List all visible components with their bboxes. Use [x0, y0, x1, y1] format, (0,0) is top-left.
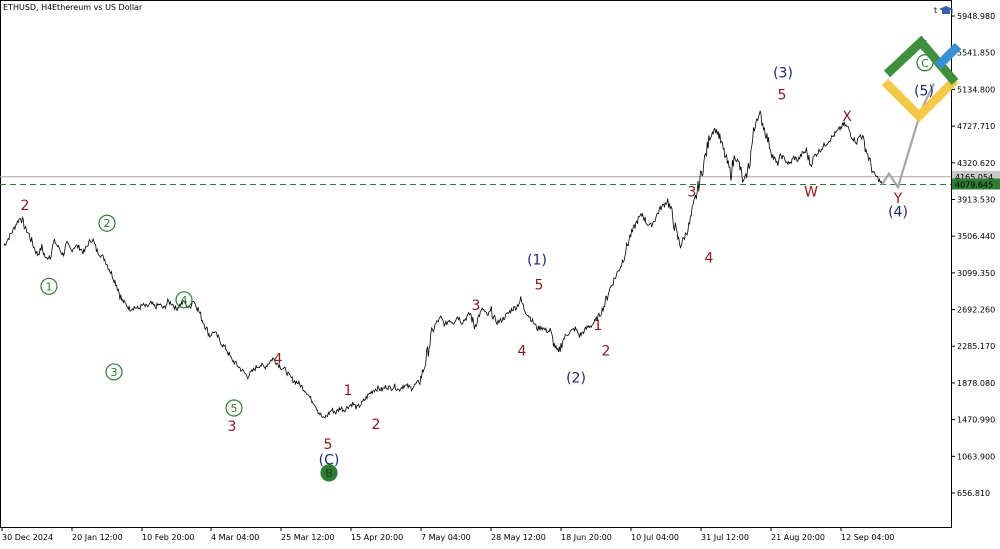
- y-tick-label: 4727.710: [957, 122, 995, 131]
- brand-logo: [881, 35, 962, 123]
- x-tick-label: 7 May 04:00: [421, 533, 471, 542]
- wave-label-ring: [98, 214, 116, 232]
- x-tick-label: 28 May 12:00: [491, 533, 546, 542]
- wave-label: (2): [566, 370, 586, 386]
- y-tick-label: 5948.980: [957, 12, 995, 21]
- wave-label-ring: [225, 399, 243, 417]
- wave-label: 3: [111, 366, 118, 379]
- x-tick-label: 18 Jun 20:00: [561, 533, 612, 542]
- x-tick-label: 4 Mar 04:00: [211, 533, 259, 542]
- mortarboard-icon[interactable]: [939, 6, 953, 14]
- wave-label: Y: [893, 191, 903, 207]
- wave-label: 2: [372, 417, 381, 433]
- x-tick-label: 10 Jul 04:00: [631, 533, 679, 542]
- wave-label: C: [921, 57, 929, 70]
- forecast-line: [881, 83, 935, 190]
- y-tick-label: 656.810: [957, 489, 990, 498]
- y-tick-label: 1878.080: [957, 379, 995, 388]
- x-tick-label: 21 Aug 20:00: [771, 533, 825, 542]
- wave-label: B: [325, 467, 333, 480]
- x-tick-label: 20 Jan 12:00: [72, 533, 123, 542]
- wave-label: 3: [228, 419, 237, 435]
- wave-label: 4: [705, 250, 714, 266]
- wave-label: 3: [688, 185, 697, 201]
- y-tick-label: 3913.530: [957, 195, 995, 204]
- wave-label: 4: [274, 351, 283, 367]
- wave-label: X: [842, 109, 852, 125]
- y-tick-label: 4320.620: [957, 159, 995, 168]
- wave-label: 5: [231, 402, 238, 415]
- wave-label: 2: [21, 198, 30, 214]
- wave-label: 1: [344, 383, 353, 399]
- current-price-label: 4079.645: [955, 180, 993, 189]
- price-line: [3, 110, 883, 419]
- wave-label: 5: [535, 278, 544, 294]
- x-tick-label: 31 Jul 12:00: [701, 533, 749, 542]
- y-tick-label: 2285.170: [957, 342, 995, 351]
- y-tick-label: 1470.990: [957, 416, 995, 425]
- wave-label-ring: [320, 464, 338, 482]
- y-tick-label: 3099.350: [957, 269, 995, 278]
- x-tick-label: 12 Sep 04:00: [841, 533, 894, 542]
- y-tick-label: 2692.260: [957, 306, 995, 315]
- plot-frame: [0, 0, 952, 528]
- wave-label: 4: [181, 294, 188, 307]
- wave-label: (5): [914, 84, 934, 100]
- wave-label: (3): [773, 66, 793, 82]
- y-tick-label: 1063.900: [957, 452, 995, 461]
- y-tick-label: 5134.800: [957, 85, 995, 94]
- current-price-badge: [952, 178, 1000, 190]
- wave-label: W: [804, 185, 818, 201]
- x-tick-label: 10 Feb 20:00: [142, 533, 194, 542]
- wave-label: 1: [594, 318, 603, 334]
- wave-label: 4: [518, 343, 527, 359]
- x-tick-label: 15 Apr 20:00: [351, 533, 403, 542]
- bid-price-label: 4165.054: [955, 173, 993, 182]
- wave-label: 2: [602, 343, 611, 359]
- wave-labels: 212345345(C)B1234(1)5(2)1234(3)5WXY(4)YC…: [21, 39, 934, 482]
- wave-label: (C): [319, 452, 340, 468]
- wave-label: 5: [324, 437, 333, 453]
- x-axis: 30 Dec 2024 20 Jan 12:00 10 Feb 20:00 4 Mar…: [1, 527, 894, 542]
- logo-green-chevron: [883, 35, 959, 85]
- wave-label-ring: [40, 277, 58, 295]
- wave-label: (1): [527, 252, 547, 268]
- logo-blue-bar: [934, 42, 962, 70]
- y-tick-label: 3506.440: [957, 232, 995, 241]
- forecast-projection: [881, 83, 935, 190]
- y-tick-label: 5541.850: [957, 49, 995, 58]
- chart-symbol: ETHUSD, H4:: [3, 3, 55, 12]
- logo-yellow-chevron: [881, 76, 959, 123]
- wave-label: 1: [46, 280, 53, 293]
- y-axis: 5948.980 5541.850 5134.800 4727.710 4320.620…: [951, 12, 995, 498]
- price-series: [3, 110, 883, 419]
- wave-label: (4): [888, 204, 908, 220]
- wave-label-ring: [175, 291, 193, 309]
- wave-label: 3: [472, 298, 481, 314]
- corner-glyph: t: [934, 6, 937, 15]
- x-tick-label: 30 Dec 2024: [2, 533, 53, 542]
- chart-description: Ethereum vs US Dollar: [52, 3, 143, 12]
- bid-price-badge: [952, 170, 1000, 182]
- wave-label-ring: [105, 363, 123, 381]
- wave-label: 2: [104, 217, 111, 230]
- wave-label: 5: [778, 87, 787, 103]
- x-tick-label: 25 Mar 12:00: [281, 533, 334, 542]
